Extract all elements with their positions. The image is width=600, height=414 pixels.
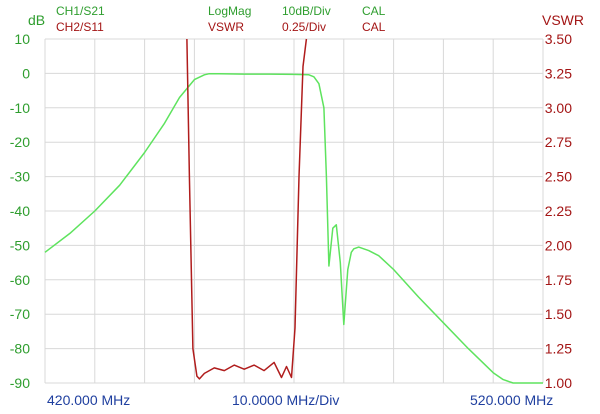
right-axis-unit: VSWR xyxy=(542,12,584,28)
right-tick-label: 3.00 xyxy=(545,100,572,116)
left-tick-label: -80 xyxy=(10,341,30,357)
ch2-format: VSWR xyxy=(208,20,244,34)
right-tick-label: 2.00 xyxy=(545,237,572,253)
ch1-cal: CAL xyxy=(362,4,386,18)
start-frequency: 420.000 MHz xyxy=(47,392,131,408)
ch2-label: CH2/S11 xyxy=(56,20,104,34)
ch1-label: CH1/S21 xyxy=(56,4,105,18)
ch1-scale: 10dB/Div xyxy=(282,4,331,18)
left-axis-ticks: 10 0 -10 -20 -30 -40 -50 -60 -70 -80 -90 xyxy=(10,31,30,391)
span-per-division: 10.0000 MHz/Div xyxy=(232,392,340,408)
series-layer xyxy=(44,38,543,384)
right-tick-label: 3.25 xyxy=(545,65,572,81)
left-tick-label: -40 xyxy=(10,203,30,219)
grid xyxy=(44,38,544,384)
right-tick-label: 3.50 xyxy=(545,31,572,47)
left-tick-label: -30 xyxy=(10,169,30,185)
right-tick-label: 1.00 xyxy=(545,375,572,391)
stop-frequency: 520.000 MHz xyxy=(470,392,554,408)
right-tick-label: 1.75 xyxy=(545,272,572,288)
ch2-scale: 0.25/Div xyxy=(282,20,327,34)
right-tick-label: 2.50 xyxy=(545,169,572,185)
left-tick-label: -70 xyxy=(10,306,30,322)
right-tick-label: 1.25 xyxy=(545,341,572,357)
left-tick-label: -20 xyxy=(10,134,30,150)
ch1-format: LogMag xyxy=(208,4,252,18)
right-tick-label: 1.50 xyxy=(545,306,572,322)
left-tick-label: -10 xyxy=(10,100,30,116)
left-tick-label: -90 xyxy=(10,375,30,391)
left-axis-unit: dB xyxy=(28,12,45,28)
right-tick-label: 2.75 xyxy=(545,134,572,150)
left-tick-label: -60 xyxy=(10,272,30,288)
s11-trace xyxy=(186,38,308,380)
right-axis-ticks: 3.50 3.25 3.00 2.75 2.50 2.25 2.00 1.75 1.50 1.25… xyxy=(545,31,572,391)
left-tick-label: 10 xyxy=(14,31,30,47)
ch2-cal: CAL xyxy=(362,20,386,34)
right-tick-label: 2.25 xyxy=(545,203,572,219)
left-tick-label: -50 xyxy=(10,237,30,253)
s21-trace xyxy=(44,72,543,384)
left-tick-label: 0 xyxy=(22,65,30,81)
